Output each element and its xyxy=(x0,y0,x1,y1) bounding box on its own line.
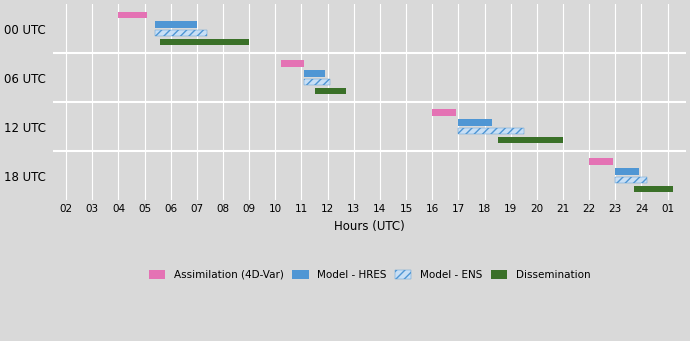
Bar xyxy=(615,168,639,175)
Bar xyxy=(432,109,456,116)
Bar xyxy=(589,159,613,165)
Bar xyxy=(119,12,147,18)
Bar xyxy=(497,137,563,143)
Bar xyxy=(304,70,325,77)
Bar xyxy=(160,39,249,45)
Bar xyxy=(155,30,208,36)
Bar xyxy=(155,21,197,28)
Bar xyxy=(615,177,647,183)
Legend: Assimilation (4D-Var), Model - HRES, Model - ENS, Dissemination: Assimilation (4D-Var), Model - HRES, Mod… xyxy=(146,267,593,283)
Bar xyxy=(281,60,304,67)
Bar xyxy=(633,186,673,192)
X-axis label: Hours (UTC): Hours (UTC) xyxy=(334,220,405,233)
Bar xyxy=(315,88,346,94)
Bar xyxy=(304,79,331,86)
Bar xyxy=(458,119,493,125)
Bar xyxy=(458,128,524,134)
